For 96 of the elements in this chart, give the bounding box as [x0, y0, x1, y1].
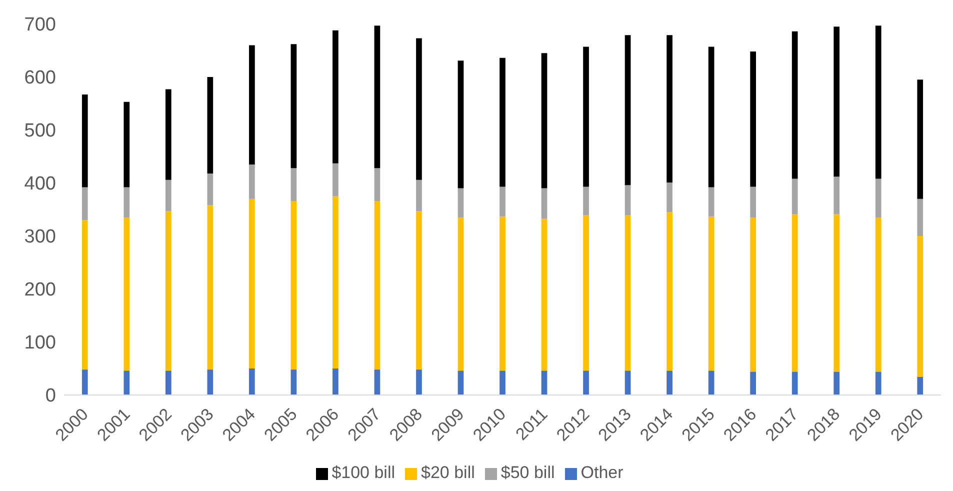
y-tick-label: 300	[24, 226, 56, 248]
y-tick-label: 700	[24, 14, 56, 36]
bar	[624, 370, 631, 395]
bar	[124, 102, 130, 188]
bar	[207, 77, 214, 174]
bar	[917, 376, 924, 395]
bar	[458, 60, 464, 188]
bar	[917, 236, 924, 377]
bar	[875, 372, 882, 395]
bar	[834, 26, 840, 177]
y-tick-label: 600	[24, 68, 56, 89]
bar	[416, 370, 422, 395]
bar	[500, 216, 506, 371]
y-tick-label: 100	[24, 332, 56, 354]
bar	[500, 370, 506, 395]
bar	[583, 46, 589, 187]
bar	[750, 217, 756, 372]
bar	[82, 370, 88, 395]
bar	[917, 80, 924, 199]
bar	[624, 215, 631, 371]
bar	[249, 368, 255, 395]
bar	[165, 180, 172, 212]
bar	[332, 30, 338, 164]
bar	[249, 164, 255, 199]
bar	[708, 370, 714, 395]
bar	[165, 370, 172, 395]
bar	[541, 53, 548, 188]
bar	[207, 205, 214, 370]
bar	[708, 187, 714, 216]
bar	[541, 218, 548, 371]
bar	[792, 178, 798, 214]
bar	[708, 46, 714, 188]
bar	[332, 163, 338, 196]
bar	[666, 35, 672, 182]
bar	[416, 38, 422, 180]
bar	[374, 370, 380, 395]
bar	[458, 217, 464, 371]
bar	[917, 198, 924, 236]
bar	[416, 180, 422, 212]
bar	[875, 178, 882, 218]
bar	[834, 214, 840, 372]
bar	[792, 31, 798, 179]
bar	[583, 186, 589, 216]
bar	[750, 186, 756, 218]
bar	[416, 211, 422, 370]
bar	[624, 185, 631, 216]
y-tick-label: 500	[24, 120, 56, 142]
bar	[124, 187, 130, 218]
bar	[374, 168, 380, 202]
y-tick-label: 400	[24, 174, 56, 195]
bar	[82, 187, 88, 220]
bar	[583, 370, 589, 395]
bar	[624, 35, 631, 186]
bar	[875, 26, 882, 179]
y-tick-label: 0	[45, 386, 56, 407]
legend-label: $50 bill	[500, 463, 555, 482]
bar	[207, 370, 214, 395]
bar	[165, 211, 172, 371]
bar	[666, 212, 672, 371]
bar	[666, 370, 672, 395]
bar	[834, 176, 840, 214]
bar	[290, 201, 297, 370]
legend-label: $100 bill	[332, 463, 396, 482]
bar	[541, 370, 548, 395]
bar	[332, 196, 338, 368]
bar	[82, 94, 88, 188]
bar	[290, 168, 297, 202]
bar	[458, 370, 464, 395]
bar	[290, 44, 297, 168]
legend-label: $20 bill	[421, 463, 475, 482]
bar	[124, 370, 130, 395]
bar	[374, 26, 380, 168]
bar	[207, 173, 214, 206]
bar	[750, 372, 756, 395]
bar	[249, 45, 255, 164]
legend-label: Other	[580, 463, 624, 482]
bar	[290, 370, 297, 395]
bar	[541, 188, 548, 219]
bar	[124, 217, 130, 371]
bar	[500, 186, 506, 216]
bar	[82, 220, 88, 370]
bar	[750, 52, 756, 187]
bar	[332, 368, 338, 395]
bar	[792, 214, 798, 372]
bar	[374, 201, 380, 370]
bar	[458, 188, 464, 218]
bar	[583, 215, 589, 371]
bar	[708, 216, 714, 371]
bar	[834, 372, 840, 395]
bar	[875, 217, 882, 372]
bar	[666, 182, 672, 212]
bar	[792, 372, 798, 395]
y-tick-label: 200	[24, 280, 56, 301]
bar	[500, 58, 506, 187]
bar	[165, 89, 172, 180]
bar	[249, 198, 255, 368]
